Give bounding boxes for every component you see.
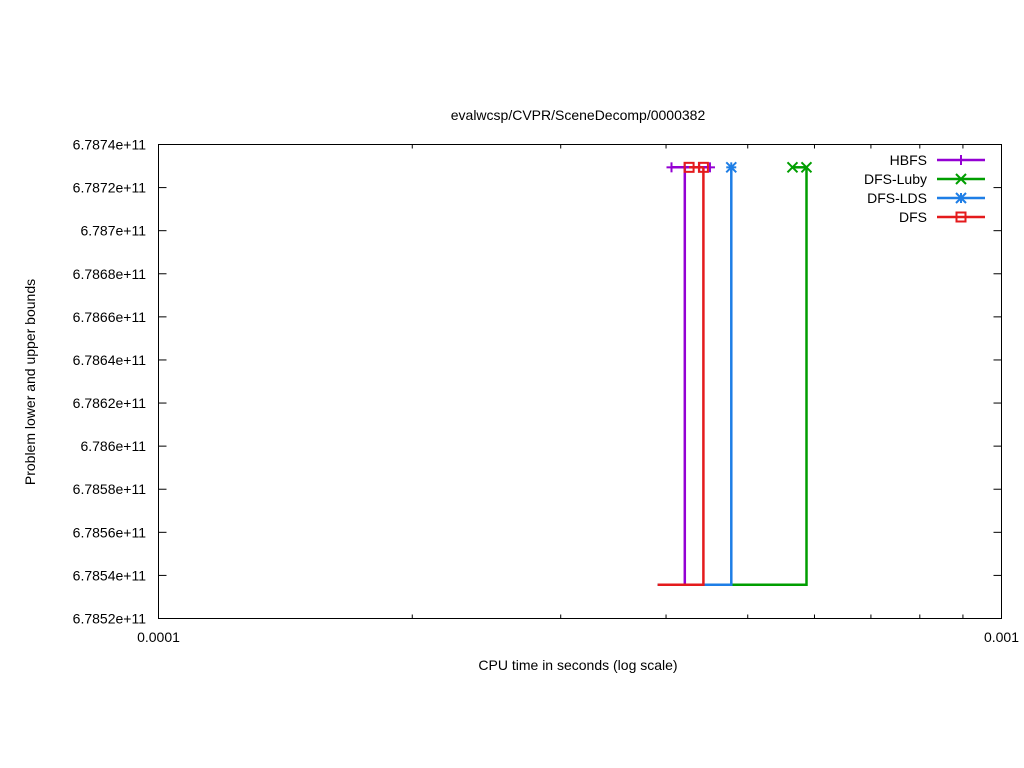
legend-label-hbfs: HBFS [890,152,927,168]
legend-marker-dfs-lds-d2 [955,192,967,204]
legend-label-dfs: DFS [899,209,927,225]
legend-marker-dfs [955,211,967,223]
series-layer [657,161,813,586]
data-point-dfs-luby [800,161,813,174]
x-axis-label: CPU time in seconds (log scale) [478,657,677,673]
x-tick-label: 0.0001 [137,629,180,645]
data-point-dfs-luby-d2 [786,161,799,174]
series-dfs [657,161,709,586]
y-axis: 6.7852e+11 6.7854e+11 6.7856e+11 6.7858e+11… [73,137,1002,627]
y-tick-label: 6.7866e+11 [73,309,147,325]
legend-marker-dfs-box [955,211,967,223]
y-tick-label: 6.7872e+11 [73,180,147,196]
chart-title: evalwcsp/CVPR/SceneDecomp/0000382 [451,107,706,123]
y-tick-label: 6.7864e+11 [73,352,147,368]
data-point-dfs-luby-d2 [800,161,813,174]
legend: HBFS DFS-Luby DFS-LDS DFS [864,152,985,225]
y-axis-label: Problem lower and upper bounds [22,279,38,485]
y-tick-label: 6.7862e+11 [73,395,147,411]
y-tick-label: 6.7852e+11 [73,611,147,627]
y-tick-label: 6.7858e+11 [73,481,147,497]
plot-frame [158,144,1002,619]
legend-label-dfs-lds: DFS-LDS [867,190,927,206]
data-point-dfs-lds [725,161,737,174]
legend-marker-dfs-luby-d2 [955,173,967,185]
data-point-dfs-box [697,161,709,173]
y-tick-label: 6.787e+11 [80,223,146,239]
legend-label-dfs-luby: DFS-Luby [864,171,927,187]
data-point-dfs-box [683,161,695,173]
data-point-dfs-lds-d2 [725,161,737,174]
legend-marker-dfs-luby [955,173,967,185]
data-point-dfs [697,161,709,173]
data-point-dfs [683,161,695,173]
data-point-hbfs [666,162,677,173]
y-tick-label: 6.7854e+11 [73,567,147,583]
y-tick-label: 6.7856e+11 [73,524,147,540]
y-tick-label: 6.786e+11 [80,438,146,454]
x-axis: 0.0001 0.001 [137,144,1019,645]
y-tick-label: 6.7868e+11 [73,266,147,282]
series-line-dfs [657,167,705,586]
legend-marker-dfs-lds [955,192,967,204]
x-tick-label: 0.001 [984,629,1019,645]
data-point-dfs-luby [786,161,799,174]
legend-marker-hbfs [956,155,966,165]
y-tick-label: 6.7874e+11 [73,137,147,153]
data-point-hbfs [704,162,715,173]
